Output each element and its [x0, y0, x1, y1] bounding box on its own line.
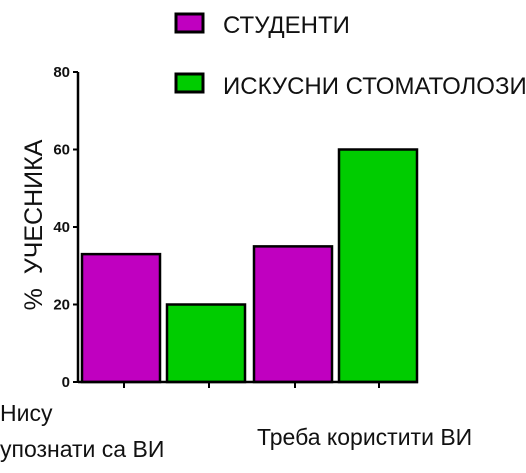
category-label-0: Нису упознати са ВИ — [0, 400, 164, 462]
y-axis-word: УЧЕСНИКА — [20, 139, 48, 274]
legend-label-0: СТУДЕНТИ — [223, 12, 350, 39]
category-label-line: Треба користити ВИ — [257, 424, 472, 450]
y-tick-label: 20 — [53, 297, 70, 314]
category-label-line: Нису — [0, 400, 53, 426]
category-label-line: упознати са ВИ — [0, 436, 164, 462]
bar-series-0-category-1 — [252, 245, 334, 384]
category-label-1: Треба користити ВИ — [257, 424, 472, 450]
y-axis-title: % УЧЕСНИКА — [20, 139, 48, 310]
y-tick-label: 0 — [62, 374, 70, 391]
bars — [80, 148, 419, 384]
y-axis-percent: % — [20, 288, 48, 310]
legend-swatch-0 — [174, 12, 205, 34]
bar-series-0-category-0 — [80, 252, 162, 384]
y-tick-label: 40 — [53, 219, 70, 236]
labels: 0 20 40 60 80% УЧЕСНИКА Нису упознати са ВИ Треб… — [0, 64, 472, 462]
legend-label-1: ИСКУСНИ СТОМАТОЛОЗИ — [223, 73, 526, 100]
legend-swatch-1 — [174, 72, 205, 94]
legend: СТУДЕНТИ ИСКУСНИ СТОМАТОЛОЗИ — [174, 12, 526, 100]
axes — [73, 71, 418, 388]
bar-series-1-category-0 — [165, 303, 247, 384]
bar-series-1-category-1 — [337, 148, 419, 384]
y-tick-label: 80 — [53, 64, 70, 81]
y-tick-label: 60 — [53, 142, 70, 159]
